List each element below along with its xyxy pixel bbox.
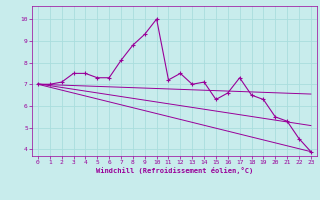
X-axis label: Windchill (Refroidissement éolien,°C): Windchill (Refroidissement éolien,°C)	[96, 167, 253, 174]
